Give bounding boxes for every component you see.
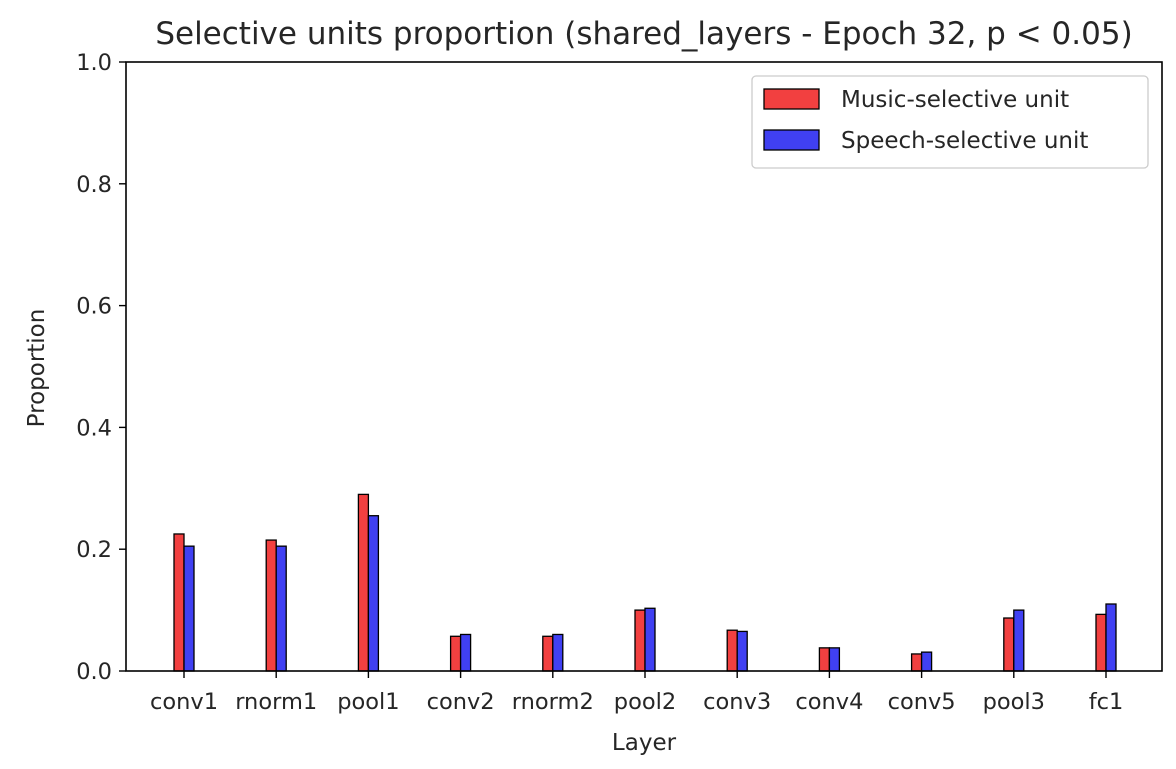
bar-speech-pool3 xyxy=(1013,609,1025,672)
legend-label-speech: Speech-selective unit xyxy=(841,128,1088,154)
bar-speech-rnorm1 xyxy=(275,545,287,672)
legend-label-music: Music-selective unit xyxy=(841,87,1069,113)
x-tick-label: conv3 xyxy=(703,689,771,715)
bar-music-conv1 xyxy=(173,533,185,672)
plot-area: 0.0 0.2 0.4 0.6 0.8 1.0 conv1 rnorm1 pool1 conv2 r… xyxy=(76,50,1163,715)
y-tick-label: 0.8 xyxy=(76,172,112,198)
chart-title: Selective units proportion (shared_layer… xyxy=(155,16,1132,52)
bar-speech-conv5 xyxy=(920,651,933,672)
bar-speech-fc1 xyxy=(1105,603,1117,672)
bar-music-rnorm2 xyxy=(542,635,554,672)
x-tick-label: conv2 xyxy=(427,689,495,715)
y-axis-label: Proportion xyxy=(24,309,50,428)
bar-music-conv2 xyxy=(449,635,462,672)
y-tick-label: 0.4 xyxy=(76,415,112,441)
bar-music-conv4 xyxy=(818,647,831,672)
bar-music-conv5 xyxy=(910,653,923,672)
legend-swatch-speech xyxy=(763,129,820,151)
bar-music-pool3 xyxy=(1003,617,1015,672)
x-tick-label: conv1 xyxy=(150,689,218,715)
x-tick-label: pool2 xyxy=(614,689,676,715)
y-tick-label: 0.0 xyxy=(76,659,112,685)
bar-speech-conv4 xyxy=(828,647,841,672)
y-tick-label: 0.6 xyxy=(76,294,112,320)
y-tick-label: 0.2 xyxy=(76,537,112,563)
bar-music-fc1 xyxy=(1095,613,1107,672)
bar-music-rnorm1 xyxy=(265,539,277,672)
bar-music-pool2 xyxy=(634,609,646,672)
x-axis-label: Layer xyxy=(612,730,677,756)
x-tick-label: pool1 xyxy=(337,689,399,715)
legend-box xyxy=(751,75,1149,169)
plot-frame xyxy=(125,61,1163,672)
x-tick-label: rnorm1 xyxy=(235,689,317,715)
bar-speech-pool2 xyxy=(644,607,656,672)
bar-music-conv3 xyxy=(726,629,738,672)
bar-speech-rnorm2 xyxy=(552,633,564,672)
bar-music-pool1 xyxy=(357,493,370,672)
x-tick-label: conv4 xyxy=(795,689,863,715)
y-tick-label: 1.0 xyxy=(76,50,112,76)
bar-speech-conv3 xyxy=(736,630,748,672)
x-tick-label: rnorm2 xyxy=(512,689,594,715)
legend-swatch-music xyxy=(763,88,820,110)
x-tick-label: conv5 xyxy=(888,689,956,715)
bar-speech-conv1 xyxy=(183,545,195,672)
x-tick-label: fc1 xyxy=(1089,689,1124,715)
legend: Music-selective unit Speech-selective uni… xyxy=(751,75,1149,169)
x-tick-label: pool3 xyxy=(983,689,1045,715)
bar-speech-pool1 xyxy=(367,515,380,672)
bar-speech-conv2 xyxy=(459,633,472,672)
